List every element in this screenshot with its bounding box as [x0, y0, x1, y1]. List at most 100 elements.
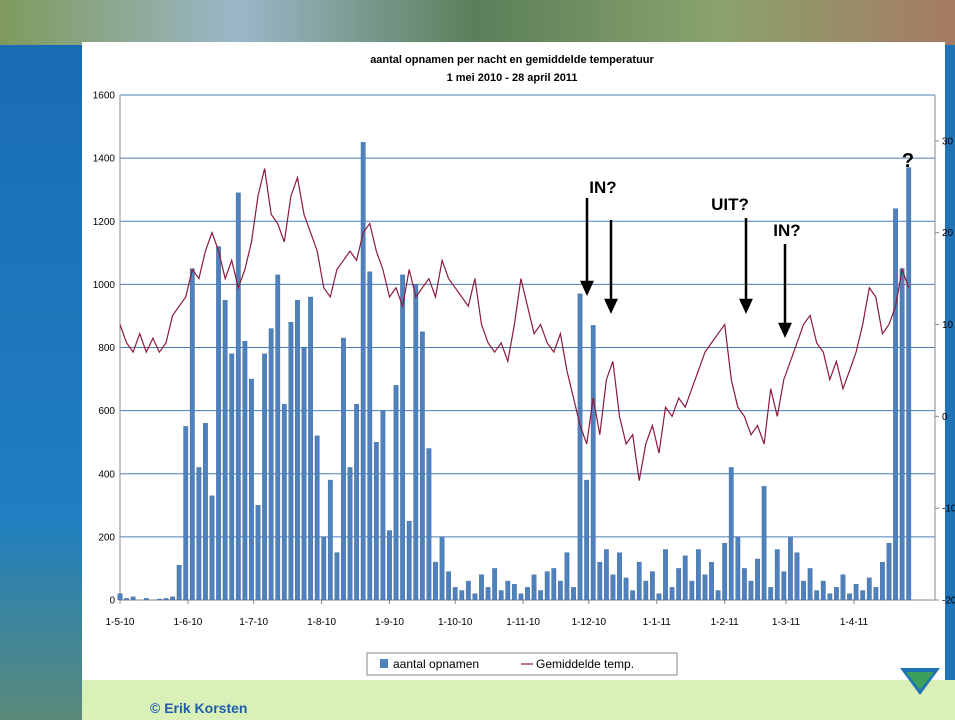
annotation: ? [902, 150, 914, 172]
bar [538, 590, 544, 601]
bar [216, 246, 221, 601]
bar [189, 268, 195, 601]
bar [755, 558, 760, 601]
bar [235, 192, 241, 601]
bar [866, 577, 872, 601]
line [119, 168, 910, 481]
bar [301, 347, 307, 601]
bar [682, 555, 688, 601]
side-band [0, 45, 82, 720]
bar [281, 404, 287, 601]
bar [413, 284, 419, 601]
bar [163, 598, 169, 601]
y2-tick-label: 0 [942, 412, 948, 423]
y2-tick-label: 30 [942, 136, 954, 147]
bar [689, 580, 695, 601]
bar [446, 571, 452, 601]
bar [439, 536, 445, 601]
bar [702, 574, 708, 601]
y-tick-label: 400 [98, 469, 115, 480]
bar [419, 331, 425, 601]
bar [393, 385, 399, 601]
bar [663, 549, 668, 601]
bar [873, 587, 879, 601]
bar [472, 593, 478, 601]
bar [820, 580, 826, 601]
bar [840, 574, 846, 601]
bar [557, 580, 563, 601]
bar [597, 561, 603, 601]
annotation: IN? [773, 221, 800, 240]
bar [518, 593, 524, 601]
bar [834, 587, 839, 601]
bar [452, 587, 458, 601]
bar [551, 568, 557, 601]
bar [814, 590, 820, 601]
bar [130, 596, 136, 601]
x-tick-label: 1-1-11 [643, 617, 672, 628]
bar [295, 299, 300, 601]
bar [209, 495, 215, 601]
bar [643, 580, 649, 601]
bar [367, 271, 373, 601]
bar [327, 479, 333, 601]
bar [630, 590, 636, 601]
bar [275, 274, 281, 601]
bar [610, 574, 616, 601]
y-tick-label: 1000 [93, 280, 116, 291]
bar [649, 571, 655, 601]
bar [492, 568, 498, 601]
footer-band [82, 680, 955, 720]
bar [124, 598, 129, 601]
bar [880, 561, 885, 601]
y-tick-label: 200 [98, 532, 115, 543]
y2-tick-label: 10 [942, 320, 954, 331]
y-tick-label: 0 [109, 596, 115, 607]
bar [728, 467, 734, 601]
bar [774, 549, 780, 601]
bar [577, 293, 583, 601]
bar [906, 167, 912, 601]
y-tick-label: 1600 [93, 91, 116, 102]
bar [788, 536, 793, 601]
y2-tick-label: -10 [942, 504, 955, 515]
y2-tick-label: 20 [942, 228, 954, 239]
y-tick-label: 1400 [93, 154, 116, 165]
bar [886, 542, 892, 601]
bar [262, 353, 267, 601]
y-tick-label: 1200 [93, 217, 116, 228]
bar [722, 542, 728, 601]
bar [827, 593, 833, 601]
bar [603, 549, 609, 601]
bar [669, 587, 675, 601]
bar [571, 587, 576, 601]
bar [459, 590, 465, 601]
bar [505, 580, 511, 601]
bar [617, 552, 622, 601]
x-tick-label: 1-2-11 [711, 617, 740, 628]
bar [893, 208, 898, 601]
chart-subtitle: 1 mei 2010 - 28 april 2011 [447, 72, 578, 84]
bar [314, 435, 320, 601]
bar [426, 448, 432, 601]
bar [860, 590, 866, 601]
chart-title: aantal opnamen per nacht en gemiddelde t… [370, 54, 654, 66]
bar [695, 549, 701, 601]
bar [485, 587, 491, 601]
bar [321, 536, 327, 601]
x-tick-label: 1-5-10 [106, 617, 135, 628]
bar [117, 593, 123, 601]
bar [400, 274, 406, 601]
bar [899, 268, 905, 601]
bar [354, 404, 360, 601]
x-tick-label: 1-9-10 [375, 617, 404, 628]
bar [511, 584, 517, 601]
y-tick-label: 800 [98, 343, 115, 354]
bar [761, 486, 767, 601]
photo-strip [0, 0, 955, 45]
bar [242, 340, 248, 601]
x-tick-label: 1-12-10 [572, 617, 607, 628]
legend-swatch [380, 659, 388, 668]
bar [590, 325, 596, 601]
